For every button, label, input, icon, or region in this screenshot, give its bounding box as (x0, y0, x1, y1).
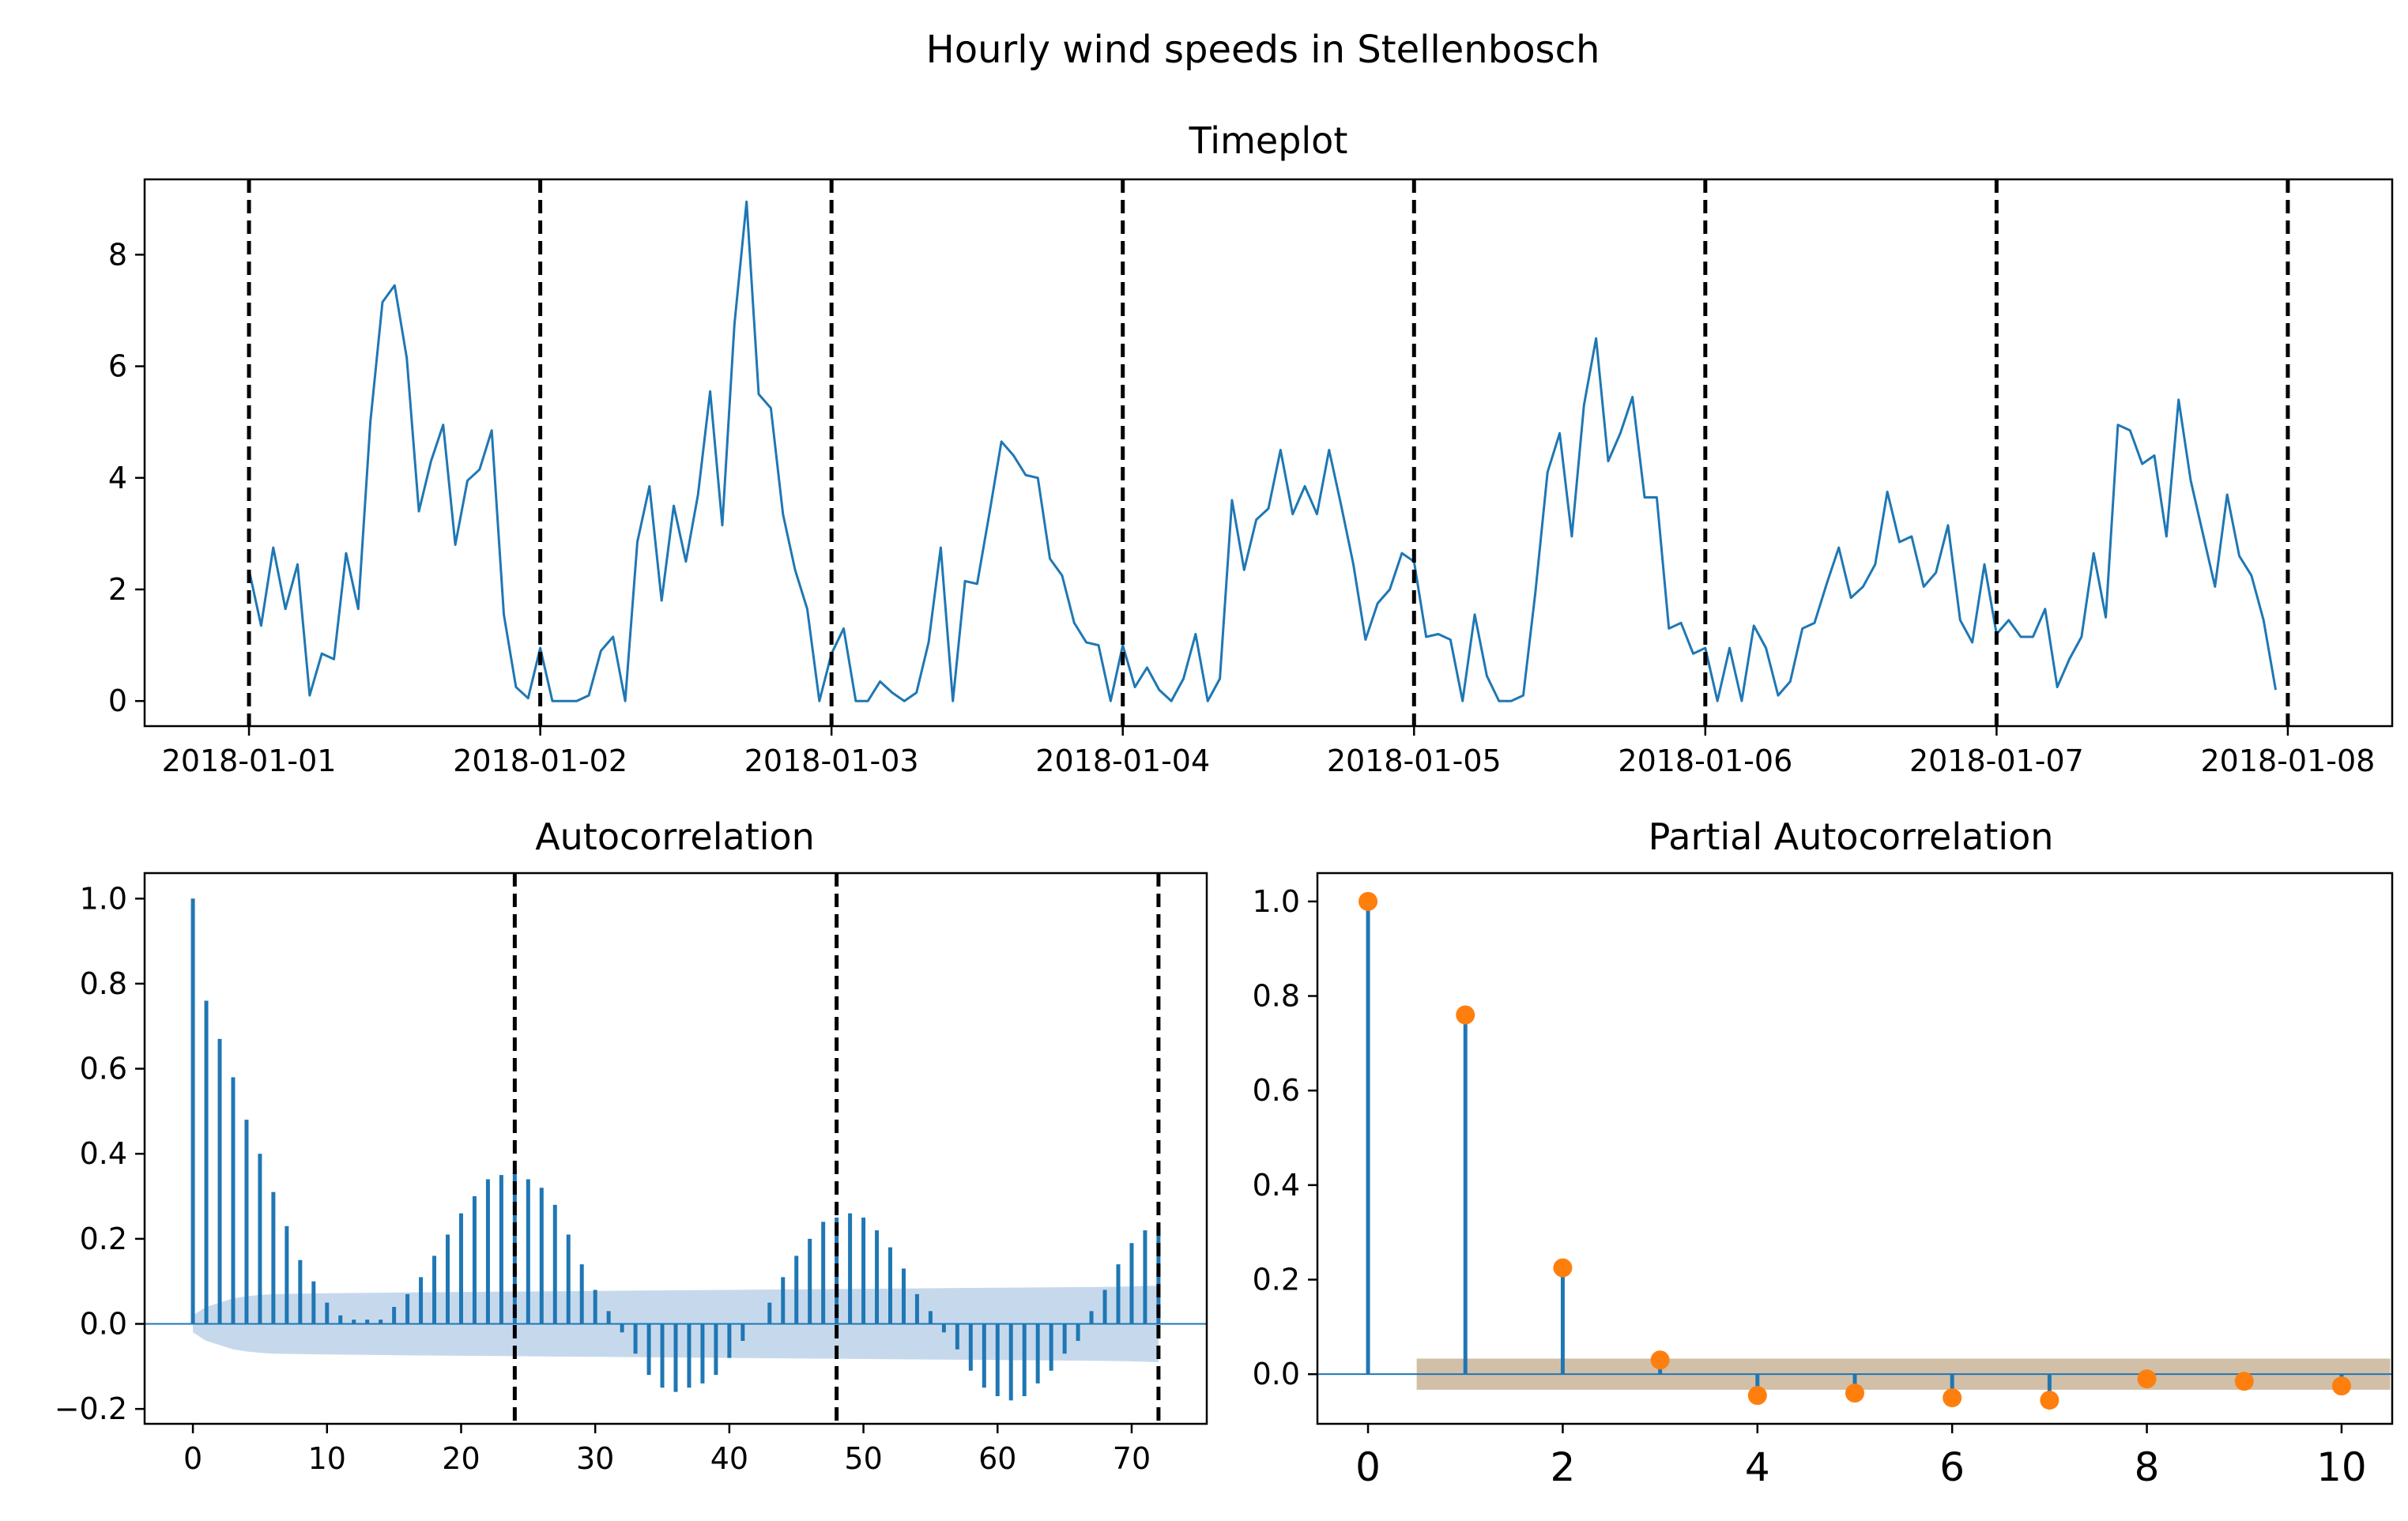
y-tick-label: 0.4 (1253, 1168, 1300, 1203)
x-tick-label: 70 (1113, 1441, 1151, 1476)
x-tick-label: 2018-01-04 (1035, 744, 1210, 778)
pacf-marks: 0.0 0.2 0.4 0.6 0.8 1.0 0 2 4 6 8 10 (1253, 884, 2392, 1490)
y-tick-label: 0.6 (1253, 1073, 1300, 1108)
pacf-point (1650, 1350, 1670, 1370)
pacf-point (2331, 1376, 2351, 1396)
x-tick-label: 2018-01-02 (453, 744, 627, 778)
y-tick-label: 0.0 (80, 1307, 127, 1342)
x-tick-label: 30 (576, 1441, 614, 1476)
pacf-title: Partial Autocorrelation (1649, 815, 2054, 858)
timeplot-title: Timeplot (1189, 119, 1348, 162)
timeplot-marks: 0 2 4 6 8 2018-01-01 2018-01-02 2018-01-03 2018-… (108, 179, 2376, 778)
figure-title: Hourly wind speeds in Stellenbosch (926, 28, 1600, 72)
acf-axes: Autocorrelation −0.2 0.0 0.2 0.4 0.6 0.8 1.0 0 1… (55, 815, 1208, 1476)
y-tick-label: 0.8 (80, 966, 127, 1001)
timeplot-frame (143, 178, 2394, 728)
pacf-point (1943, 1388, 1962, 1408)
y-tick-label: 2 (108, 572, 127, 607)
y-tick-label: 0.8 (1253, 979, 1300, 1014)
x-tick-label: 10 (2316, 1444, 2367, 1490)
x-tick-label: 2018-01-05 (1327, 744, 1502, 778)
x-tick-label: 60 (978, 1441, 1016, 1476)
pacf-point (2137, 1369, 2157, 1389)
x-tick-label: 8 (2135, 1444, 2160, 1490)
x-tick-label: 2018-01-03 (744, 744, 919, 778)
y-tick-label: 0 (108, 683, 127, 718)
x-tick-label: 2018-01-07 (1909, 744, 2084, 778)
y-tick-label: −0.2 (55, 1391, 127, 1426)
x-tick-label: 6 (1939, 1444, 1965, 1490)
x-tick-label: 2018-01-08 (2201, 744, 2376, 778)
pacf-point (2040, 1391, 2059, 1410)
acf-marks: −0.2 0.0 0.2 0.4 0.6 0.8 1.0 0 10 20 30 40 50 60 70 (55, 873, 1207, 1476)
y-tick-label: 6 (108, 349, 127, 384)
acf-title: Autocorrelation (535, 815, 815, 858)
pacf-point (2234, 1372, 2254, 1391)
x-tick-label: 4 (1745, 1444, 1770, 1490)
pacf-point (1456, 1005, 1475, 1025)
x-tick-label: 10 (308, 1441, 346, 1476)
y-tick-label: 0.0 (1253, 1357, 1300, 1391)
pacf-axes: Partial Autocorrelation 0.0 0.2 0.4 0.6 0.8 1… (1253, 815, 2394, 1490)
pacf-point (1845, 1384, 1864, 1403)
x-tick-label: 0 (1355, 1444, 1381, 1490)
y-tick-label: 4 (108, 461, 127, 495)
wind-speed-series-line (247, 200, 2278, 702)
x-tick-label: 2018-01-01 (162, 744, 337, 778)
x-tick-label: 0 (183, 1441, 202, 1476)
x-tick-label: 2 (1551, 1444, 1576, 1490)
y-tick-label: 8 (108, 237, 127, 272)
pacf-point (1553, 1258, 1573, 1278)
y-tick-label: 0.2 (1253, 1263, 1300, 1297)
timeplot-axes: Timeplot 0 2 4 6 8 2018-01-01 2018-01-02 2018-0… (108, 119, 2394, 778)
y-tick-label: 0.4 (80, 1136, 127, 1171)
pacf-frame (1316, 872, 2394, 1425)
pacf-point (1747, 1386, 1767, 1406)
y-tick-label: 1.0 (80, 881, 127, 916)
acf-frame (143, 872, 1208, 1425)
x-tick-label: 40 (710, 1441, 748, 1476)
y-tick-label: 0.2 (80, 1222, 127, 1256)
x-tick-label: 50 (844, 1441, 882, 1476)
y-tick-label: 1.0 (1253, 884, 1300, 919)
x-tick-label: 2018-01-06 (1618, 744, 1792, 778)
pacf-point (1359, 891, 1378, 911)
x-tick-label: 20 (442, 1441, 480, 1476)
y-tick-label: 0.6 (80, 1052, 127, 1086)
